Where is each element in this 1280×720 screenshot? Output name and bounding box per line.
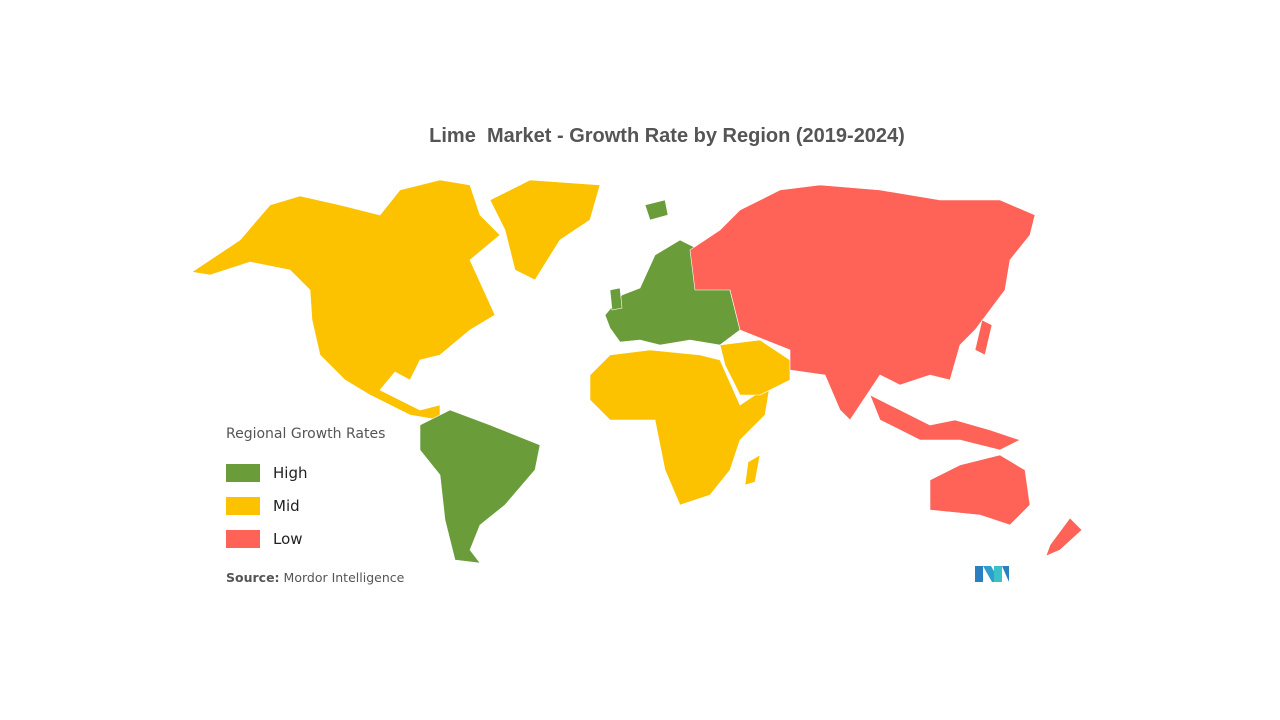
legend-label: Mid — [273, 496, 300, 515]
region-australia-oceania — [929, 454, 1031, 526]
legend-swatch-mid — [226, 496, 260, 515]
region-europe — [609, 287, 623, 311]
map-title: Lime Market - Growth Rate by Region (201… — [429, 125, 905, 147]
region-africa — [744, 454, 761, 486]
region-europe — [644, 199, 669, 221]
legend-title: Regional Growth Rates — [226, 426, 386, 442]
legend-item-mid: Mid — [226, 489, 385, 522]
legend-swatch-high — [226, 463, 260, 482]
legend-item-high: High — [226, 456, 385, 489]
source-label: Source: — [226, 570, 280, 585]
legend: Regional Growth Rates High Mid Low — [226, 426, 385, 555]
legend-label: Low — [273, 529, 303, 548]
legend-label: High — [273, 463, 308, 482]
legend-swatch-low — [226, 529, 260, 548]
region-asia — [974, 319, 993, 356]
region-asia — [869, 394, 1021, 451]
mordor-logo — [975, 566, 1009, 582]
legend-item-low: Low — [226, 522, 385, 555]
source-note: Source: Mordor Intelligence — [226, 570, 404, 585]
region-greenland — [489, 179, 601, 281]
region-middle-east — [719, 339, 791, 396]
region-south-america — [419, 409, 541, 564]
region-africa — [589, 349, 771, 506]
source-value: Mordor Intelligence — [283, 570, 405, 585]
region-asia — [689, 184, 1036, 421]
region-australia-oceania — [1045, 517, 1083, 557]
region-north-america — [191, 179, 501, 421]
